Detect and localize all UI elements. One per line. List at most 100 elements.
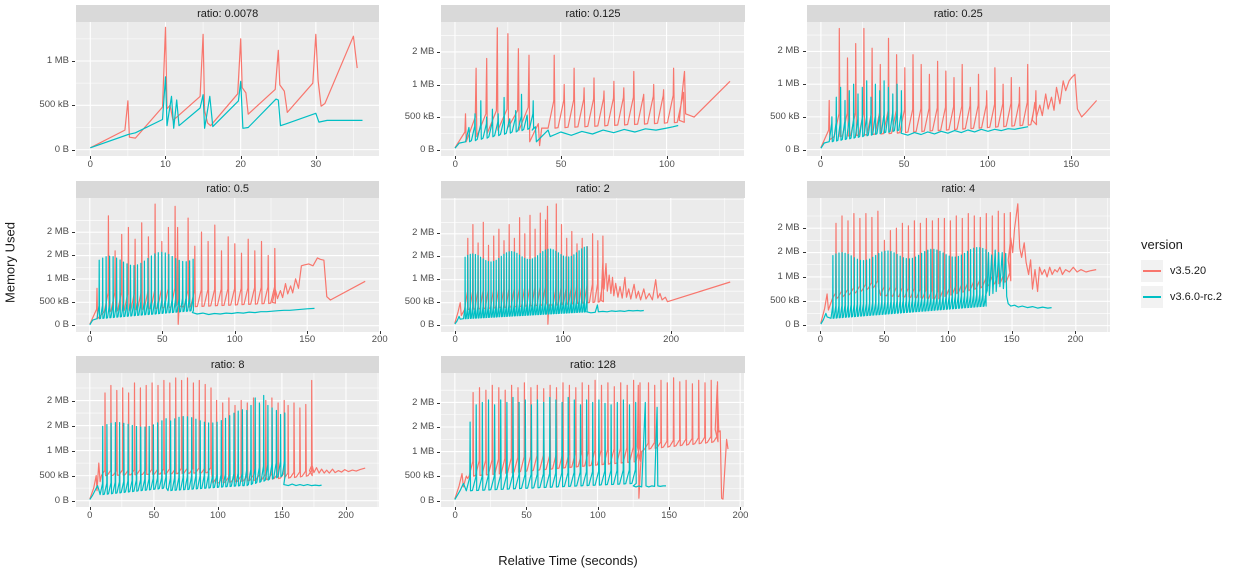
x-tick-label: 200 bbox=[732, 510, 749, 522]
series-line-red bbox=[90, 26, 358, 149]
y-tick-mark bbox=[72, 325, 75, 327]
x-tick-mark bbox=[315, 155, 317, 159]
y-tick-label: 500 kB bbox=[404, 296, 435, 308]
x-tick-mark bbox=[671, 331, 673, 335]
y-tick-mark bbox=[72, 400, 75, 402]
y-tick-label: 1 MB bbox=[46, 444, 69, 456]
facet-128: ratio: 128 0 B 500 kB 1 MB 2 MB 2 MB 0 50 100 150… bbox=[391, 356, 748, 523]
y-tick-label: 2 MB bbox=[412, 250, 435, 262]
x-tick-mark bbox=[820, 331, 822, 335]
y-tick-label: 0 B bbox=[420, 143, 435, 155]
x-tick-label: 0 bbox=[452, 334, 458, 346]
x-tick-label: 0 bbox=[87, 510, 93, 522]
x-tick-mark bbox=[455, 507, 457, 511]
y-tick-label: 500 kB bbox=[404, 470, 435, 482]
x-axis: 0 50 100 150 200 bbox=[441, 507, 748, 523]
y-axis-title: Memory Used bbox=[2, 222, 18, 303]
y-tick-mark bbox=[437, 233, 441, 235]
y-tick-label: 2 MB bbox=[777, 246, 800, 258]
chart-svg bbox=[441, 22, 745, 156]
series-line-teal bbox=[819, 246, 1052, 325]
x-tick-label: 0 bbox=[817, 158, 824, 170]
legend-key bbox=[1141, 260, 1163, 282]
y-tick-label: 500 kB bbox=[770, 110, 800, 122]
x-tick-label: 100 bbox=[589, 510, 606, 522]
facet-strip-label: ratio: 8 bbox=[76, 356, 380, 374]
facet-strip-label: ratio: 0.0078 bbox=[76, 5, 380, 22]
y-tick-label: 1 MB bbox=[777, 78, 800, 90]
y-tick-mark bbox=[802, 276, 806, 278]
x-tick-mark bbox=[165, 155, 167, 159]
facet-4: ratio: 4 0 B 500 kB 1 MB 2 MB 2 MB 0 50 100 150 20… bbox=[757, 180, 1110, 348]
x-tick-label: 150 bbox=[661, 510, 678, 522]
y-axis: 0 B 500 kB 1 MB 2 MB 2 MB bbox=[391, 373, 441, 507]
y-tick-mark bbox=[437, 500, 441, 502]
series-line-red bbox=[89, 203, 366, 325]
facet-strip-label: ratio: 0.5 bbox=[76, 180, 380, 198]
x-axis: 0 50 100 150 bbox=[807, 155, 1110, 172]
facet-strip-label: ratio: 128 bbox=[441, 356, 745, 374]
x-tick-label: 100 bbox=[979, 158, 996, 170]
y-tick-label: 500 kB bbox=[39, 99, 69, 111]
y-tick-label: 500 kB bbox=[404, 111, 435, 123]
x-tick-mark bbox=[740, 507, 742, 511]
chart-svg bbox=[441, 197, 745, 332]
chart-svg bbox=[806, 22, 1110, 156]
x-tick-label: 100 bbox=[226, 334, 243, 346]
y-tick-mark bbox=[437, 402, 441, 404]
x-tick-label: 50 bbox=[148, 510, 160, 522]
y-tick-mark bbox=[72, 149, 75, 151]
series-line-red bbox=[820, 27, 1097, 148]
facet-strip-label: ratio: 0.125 bbox=[441, 5, 745, 22]
chart-svg bbox=[806, 197, 1110, 332]
series-line-teal bbox=[454, 93, 679, 149]
x-axis: 0 50 100 bbox=[441, 155, 744, 172]
x-tick-label: 50 bbox=[156, 334, 168, 346]
chart-svg bbox=[76, 373, 379, 508]
y-axis: 0 B 500 kB 1 MB 2 MB 2 MB bbox=[26, 198, 76, 332]
x-axis: 0 50 100 150 200 bbox=[76, 331, 388, 347]
y-tick-label: 2 MB bbox=[412, 227, 435, 239]
x-tick-mark bbox=[526, 507, 528, 511]
x-tick-label: 0 bbox=[87, 158, 93, 170]
x-tick-mark bbox=[89, 331, 91, 335]
y-tick-label: 0 B bbox=[54, 143, 69, 155]
y-axis: 0 B 500 kB 1 MB 2 MB 2 MB bbox=[391, 198, 441, 332]
x-tick-mark bbox=[987, 155, 989, 159]
y-tick-label: 1 MB bbox=[46, 54, 69, 66]
x-tick-mark bbox=[904, 155, 906, 159]
y-tick-label: 1 MB bbox=[412, 78, 435, 90]
x-tick-mark bbox=[669, 507, 671, 511]
x-tick-mark bbox=[597, 507, 599, 511]
y-tick-mark bbox=[437, 427, 441, 429]
y-tick-mark bbox=[437, 256, 441, 258]
x-tick-label: 100 bbox=[209, 510, 226, 522]
y-tick-mark bbox=[72, 301, 75, 303]
y-tick-mark bbox=[802, 252, 806, 254]
y-tick-label: 500 kB bbox=[770, 294, 800, 306]
x-tick-mark bbox=[455, 331, 457, 335]
x-axis-title: Relative Time (seconds) bbox=[498, 553, 638, 568]
y-tick-label: 1 MB bbox=[46, 272, 69, 284]
x-tick-mark bbox=[820, 155, 822, 159]
y-axis: 0 B 500 kB 1 MB 2 MB 2 MB bbox=[757, 198, 807, 332]
x-tick-label: 200 bbox=[338, 510, 354, 522]
y-tick-label: 0 B bbox=[785, 143, 800, 155]
y-tick-label: 2 MB bbox=[777, 221, 800, 233]
series-line-red bbox=[454, 27, 731, 149]
y-tick-mark bbox=[437, 476, 441, 478]
x-tick-label: 0 bbox=[817, 334, 824, 346]
y-tick-mark bbox=[437, 302, 441, 304]
y-axis: 0 B 500 kB 1 MB 2 MB bbox=[757, 22, 807, 156]
y-tick-label: 0 B bbox=[54, 494, 69, 506]
y-tick-mark bbox=[72, 500, 75, 502]
x-axis: 0 100 200 bbox=[441, 331, 744, 347]
y-tick-label: 500 kB bbox=[39, 295, 69, 307]
x-tick-mark bbox=[307, 331, 309, 335]
legend-key bbox=[1141, 286, 1163, 308]
y-tick-mark bbox=[802, 84, 806, 86]
facet-8: ratio: 8 0 B 500 kB 1 MB 2 MB 2 MB 0 50 100 150 20… bbox=[26, 356, 380, 523]
y-tick-mark bbox=[802, 325, 806, 327]
y-tick-label: 0 B bbox=[54, 319, 69, 331]
